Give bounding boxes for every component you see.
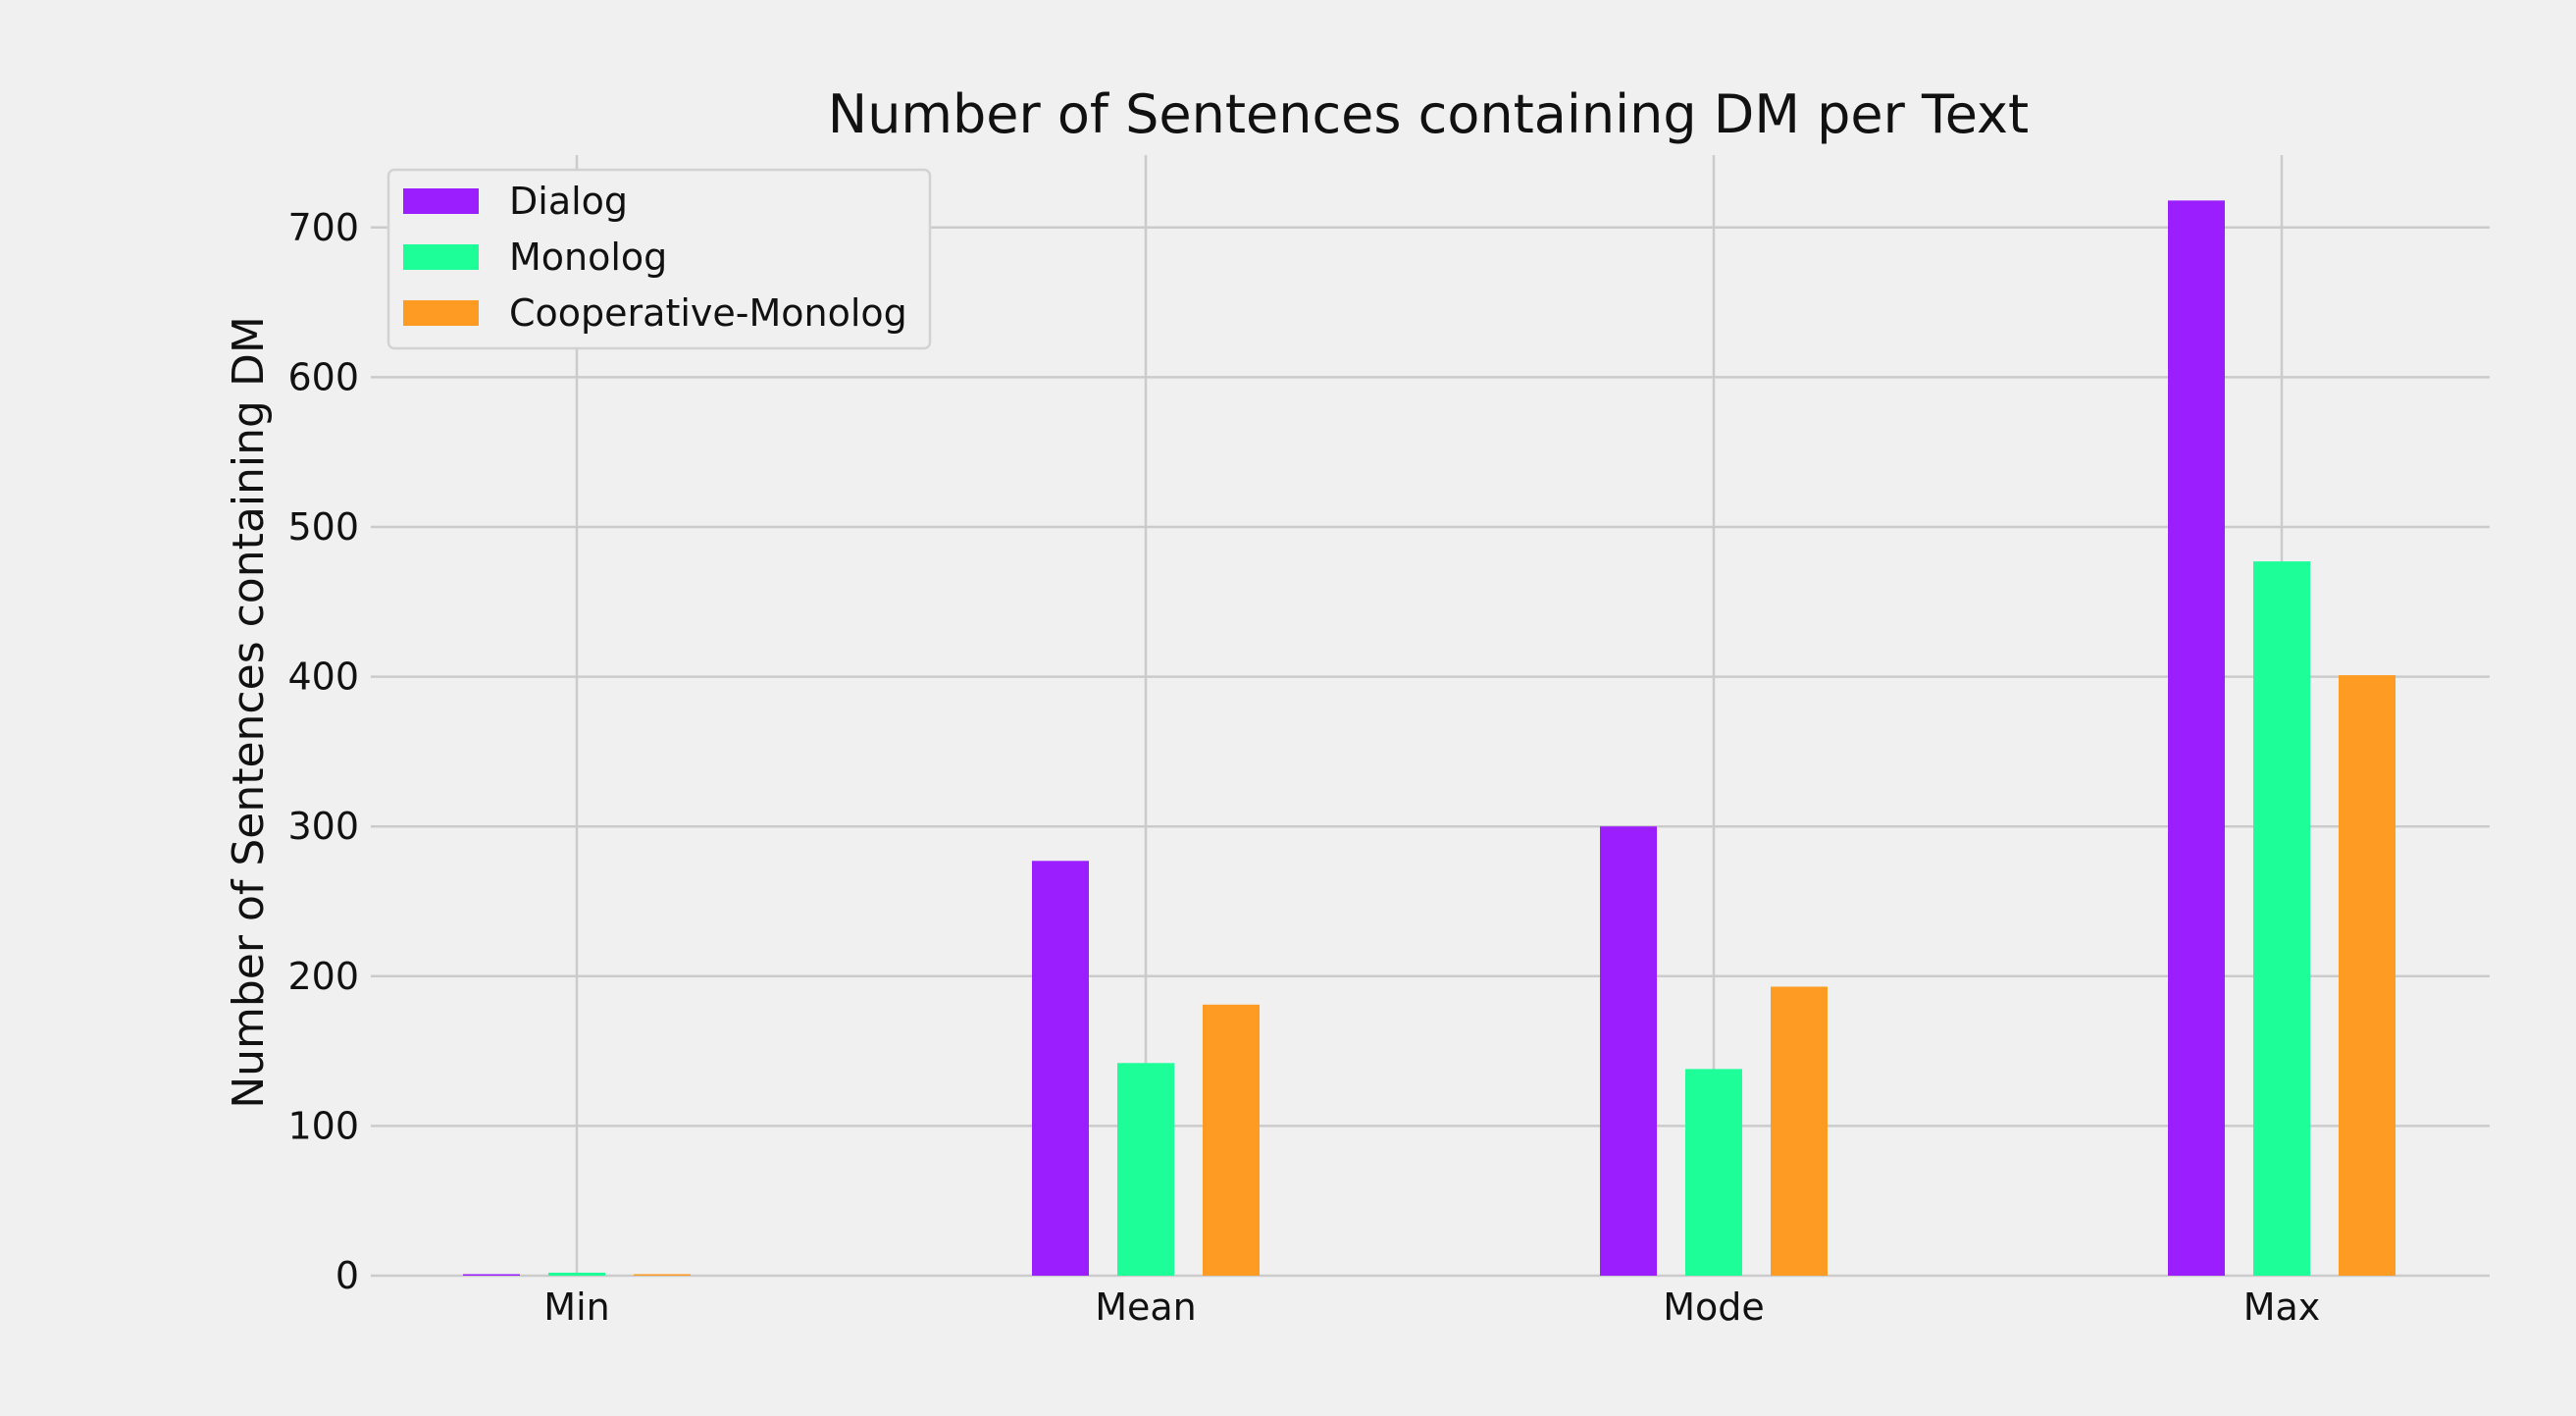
legend-label: Cooperative-Monolog: [509, 291, 907, 335]
bar-monolog-max: [2253, 561, 2310, 1276]
bar-cooperative-monolog-min: [634, 1274, 691, 1276]
bar-dialog-mean: [1032, 861, 1089, 1276]
bar-monolog-mean: [1117, 1063, 1174, 1276]
bar-monolog-mode: [1685, 1069, 1742, 1276]
x-tick-label: Mean: [1095, 1285, 1197, 1329]
legend-label: Monolog: [509, 236, 667, 279]
y-tick-label: 0: [335, 1254, 359, 1297]
legend-label: Dialog: [509, 180, 628, 223]
legend-frame: [386, 168, 932, 350]
y-tick-label: 500: [287, 505, 359, 549]
y-tick-label: 200: [287, 955, 359, 998]
legend-swatch: [403, 188, 479, 214]
bar-cooperative-monolog-mean: [1203, 1004, 1260, 1276]
bar-dialog-max: [2168, 200, 2225, 1276]
y-tick-label: 600: [287, 355, 359, 398]
x-tick-label: Min: [543, 1285, 609, 1329]
y-axis-label: Number of Sentences containing DM: [224, 316, 274, 1109]
y-tick-label: 100: [287, 1104, 359, 1147]
legend-swatch: [403, 244, 479, 270]
bar-cooperative-monolog-max: [2339, 675, 2396, 1276]
bar-dialog-mode: [1600, 826, 1657, 1276]
bar-cooperative-monolog-mode: [1771, 986, 1828, 1276]
x-tick-label: Mode: [1663, 1285, 1765, 1329]
bar-monolog-min: [548, 1272, 605, 1276]
legend: Dialog Monolog Cooperative-Monolog: [386, 168, 932, 350]
x-tick-label: Max: [2243, 1285, 2321, 1329]
y-tick-label: 700: [287, 206, 359, 249]
chart-title: Number of Sentences containing DM per Te…: [828, 83, 2029, 145]
y-tick-label: 300: [287, 805, 359, 848]
legend-swatch: [403, 300, 479, 326]
bar-dialog-min: [463, 1274, 520, 1276]
y-tick-label: 400: [287, 656, 359, 699]
